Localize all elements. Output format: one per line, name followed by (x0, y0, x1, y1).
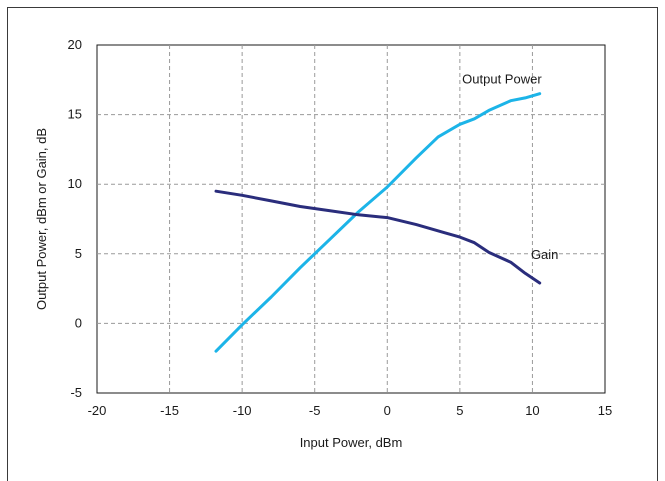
x-tick-label: -10 (233, 403, 252, 418)
x-axis-title: Input Power, dBm (300, 435, 403, 450)
x-tick-label: -15 (160, 403, 179, 418)
x-axis-ticks: -20 -15 -10 -5 0 5 10 15 (88, 403, 613, 418)
y-axis-title: Output Power, dBm or Gain, dB (34, 128, 49, 310)
label-output-power: Output Power (462, 72, 542, 87)
x-tick-label: 0 (384, 403, 391, 418)
series-line-gain (214, 189, 542, 285)
x-tick-label: -5 (309, 403, 321, 418)
series-line-output-power (214, 92, 542, 353)
x-tick-label: 10 (525, 403, 539, 418)
y-tick-label: 15 (68, 107, 82, 122)
y-tick-label: 0 (75, 315, 82, 330)
y-tick-label: 5 (75, 246, 82, 261)
chart-frame (7, 7, 658, 481)
x-tick-label: 5 (456, 403, 463, 418)
series-labels: Output Power Gain (462, 72, 558, 262)
y-tick-label: 20 (68, 37, 82, 52)
series-lines (214, 92, 542, 353)
y-tick-label: 10 (68, 176, 82, 191)
plot-border (96, 44, 606, 394)
x-tick-label: 15 (598, 403, 612, 418)
y-axis-ticks: -5 0 5 10 15 20 (68, 37, 82, 400)
label-gain: Gain (531, 247, 558, 262)
x-tick-label: -20 (88, 403, 107, 418)
plot-area (96, 44, 606, 394)
y-tick-label: -5 (70, 385, 82, 400)
grid-lines (97, 45, 605, 393)
